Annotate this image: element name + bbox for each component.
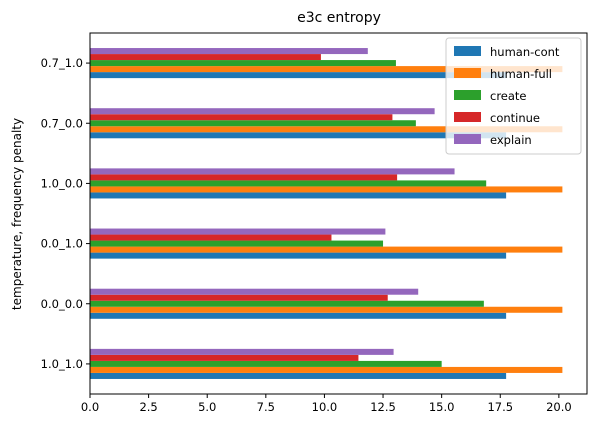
legend-label-human-full: human-full (490, 67, 552, 81)
x-tick-label: 12.5 (370, 400, 396, 414)
bar-create-0.7_0.0 (90, 120, 416, 127)
x-tick-label: 17.5 (487, 400, 513, 414)
x-tick-label: 0.0 (81, 400, 99, 414)
bar-human-cont-1.0_1.0 (90, 372, 507, 379)
legend-label-create: create (490, 89, 527, 103)
bar-explain-0.0_1.0 (90, 228, 386, 235)
bar-human-full-0.0_1.0 (90, 246, 563, 253)
legend-box (445, 37, 582, 155)
legend-label-continue: continue (490, 111, 540, 125)
bar-create-0.0_0.0 (90, 300, 484, 307)
x-tick-label: 5.0 (198, 400, 216, 414)
bar-explain-1.0_0.0 (90, 168, 455, 175)
bar-human-full-0.7_1.0 (90, 66, 563, 73)
bar-human-cont-1.0_0.0 (90, 192, 507, 199)
bar-create-1.0_1.0 (90, 360, 442, 367)
y-tick-label: 1.0_1.0 (41, 357, 83, 371)
legend-swatch-human-cont (454, 46, 481, 56)
bars-layer (90, 48, 563, 379)
x-tick-label: 10.0 (312, 400, 338, 414)
bar-create-1.0_0.0 (90, 180, 487, 187)
legend-label-human-cont: human-cont (490, 45, 560, 59)
bar-create-0.7_1.0 (90, 60, 396, 67)
chart-title: e3c entropy (297, 10, 381, 26)
x-tick-label: 20.0 (546, 400, 572, 414)
legend-swatch-create (454, 90, 481, 100)
bar-create-0.0_1.0 (90, 240, 384, 247)
bar-continue-1.0_1.0 (90, 354, 359, 361)
legend: human-cont human-full create continue explai… (445, 37, 582, 155)
bar-human-cont-0.0_1.0 (90, 252, 507, 259)
bar-human-full-0.7_0.0 (90, 126, 563, 133)
bar-human-full-1.0_0.0 (90, 186, 563, 193)
bar-continue-1.0_0.0 (90, 174, 398, 181)
x-tick-label: 15.0 (429, 400, 455, 414)
y-tick-label: 0.7_0.0 (41, 116, 83, 130)
bar-continue-0.0_1.0 (90, 234, 332, 241)
y-tick-label: 1.0_0.0 (41, 176, 83, 190)
y-tick-label: 0.7_1.0 (41, 56, 83, 70)
bar-human-full-1.0_1.0 (90, 366, 563, 373)
y-axis-label: temperature, frequency penalty (10, 118, 24, 310)
axes-layer: 0.0 2.5 5.0 7.5 10.0 12.5 15.0 17.5 20.0 1.0_1.0 0… (41, 32, 588, 414)
bar-human-cont-0.0_0.0 (90, 312, 507, 319)
plot-frame (89, 32, 588, 395)
bar-continue-0.0_0.0 (90, 294, 388, 301)
bar-explain-0.7_0.0 (90, 108, 435, 115)
legend-swatch-explain (454, 134, 481, 144)
legend-label-explain: explain (490, 133, 532, 147)
bar-human-cont-0.7_1.0 (90, 72, 507, 79)
bar-continue-0.7_1.0 (90, 54, 321, 61)
bar-continue-0.7_0.0 (90, 114, 393, 121)
legend-swatch-human-full (454, 68, 481, 78)
bar-human-full-0.0_0.0 (90, 306, 563, 313)
x-tick-label: 7.5 (257, 400, 275, 414)
y-tick-label: 0.0_1.0 (41, 237, 83, 251)
bar-explain-0.0_0.0 (90, 288, 419, 295)
bar-explain-0.7_1.0 (90, 48, 368, 55)
y-tick-label: 0.0_0.0 (41, 297, 83, 311)
legend-swatch-continue (454, 112, 481, 122)
bar-explain-1.0_1.0 (90, 348, 394, 355)
bar-human-cont-0.7_0.0 (90, 132, 507, 139)
x-tick-label: 2.5 (139, 400, 157, 414)
